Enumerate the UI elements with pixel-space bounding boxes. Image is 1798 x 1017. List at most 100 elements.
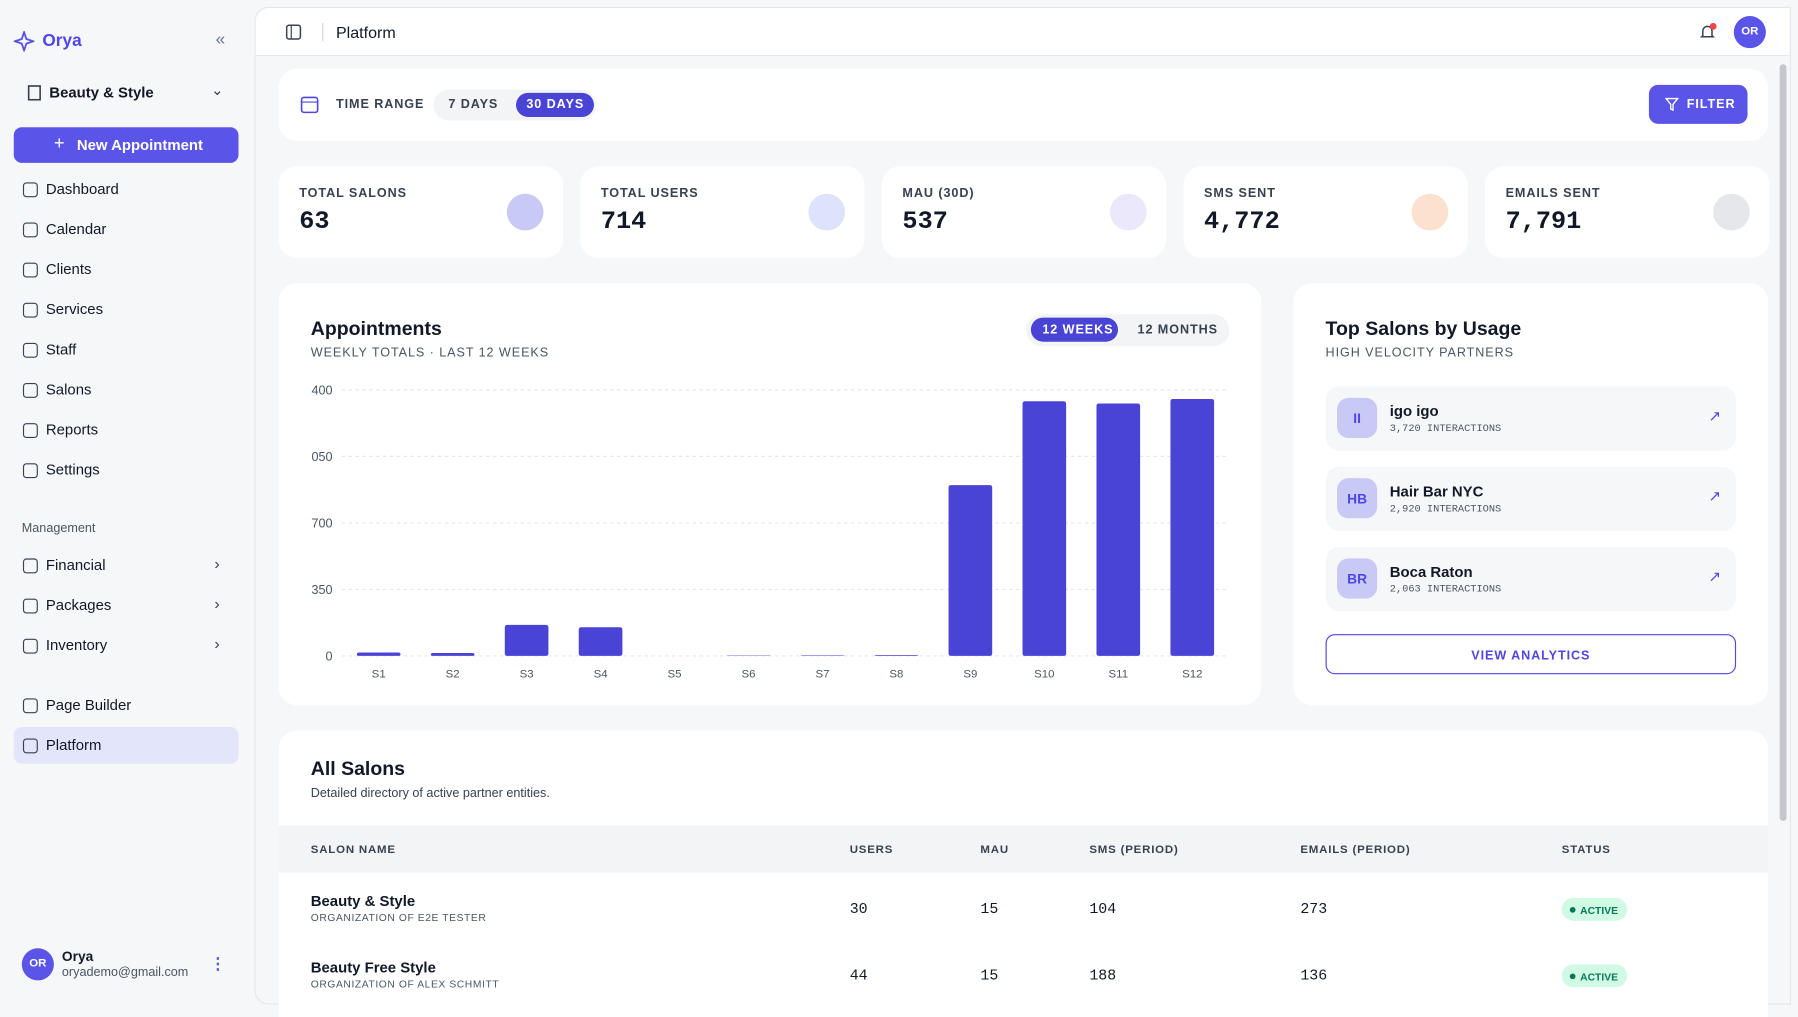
stat-icon bbox=[808, 194, 845, 231]
column-header: EMAILS (PERIOD) bbox=[1300, 844, 1410, 857]
top-avatar[interactable]: OR bbox=[1734, 16, 1766, 48]
salon-org: ORGANIZATION OF ALEX SCHMITT bbox=[311, 978, 499, 989]
new-appointment-button[interactable]: + New Appointment bbox=[14, 127, 239, 163]
column-header: STATUS bbox=[1562, 844, 1611, 857]
top-avatar-initials: OR bbox=[1741, 25, 1758, 38]
section-label: Management bbox=[22, 522, 96, 536]
column-header: SALON NAME bbox=[311, 844, 396, 857]
x-tick-label: S10 bbox=[1034, 669, 1054, 681]
top-salons-card: Top Salons by Usage HIGH VELOCITY PARTNE… bbox=[1293, 283, 1768, 705]
salon-name: Beauty Free Style bbox=[311, 959, 436, 976]
bar bbox=[875, 655, 919, 656]
status-badge: ACTIVE bbox=[1562, 898, 1627, 921]
x-tick-label: S6 bbox=[741, 669, 755, 681]
nav-label: Inventory bbox=[46, 636, 107, 653]
salon-name: Beauty & Style bbox=[311, 892, 415, 909]
filter-button[interactable]: FILTER bbox=[1649, 85, 1748, 124]
x-tick-label: S5 bbox=[668, 669, 682, 681]
nav-icon bbox=[23, 423, 38, 438]
nav-label: Salons bbox=[46, 381, 92, 398]
panel-toggle[interactable] bbox=[286, 24, 302, 40]
collapse[interactable]: « bbox=[216, 30, 226, 49]
x-tick-label: S3 bbox=[520, 669, 534, 681]
stat-value: 4,772 bbox=[1204, 208, 1280, 237]
stat-icon bbox=[507, 194, 544, 231]
nav-item[interactable]: Reports bbox=[14, 412, 239, 449]
salon-initials: II bbox=[1353, 411, 1361, 427]
salon-avatar: BR bbox=[1337, 558, 1377, 598]
salon-detail: 3,720 INTERACTIONS bbox=[1390, 423, 1501, 434]
nav-item[interactable]: Services bbox=[14, 291, 239, 328]
bar bbox=[357, 652, 401, 655]
stat-card: MAU (30D)537 bbox=[882, 166, 1166, 258]
salon-org: ORGANIZATION OF E2E TESTER bbox=[311, 912, 487, 923]
status-dot bbox=[1570, 907, 1576, 913]
range-option[interactable]: 7 DAYS bbox=[448, 97, 498, 111]
nav-item[interactable]: Platform bbox=[14, 727, 239, 764]
salon-detail: 2,063 INTERACTIONS bbox=[1390, 584, 1501, 595]
bar bbox=[1170, 399, 1214, 656]
nav-item[interactable]: Inventory › bbox=[14, 627, 239, 664]
status-label: ACTIVE bbox=[1580, 971, 1618, 982]
salon-avatar: II bbox=[1337, 398, 1377, 438]
bar bbox=[949, 485, 993, 656]
range-option[interactable]: 30 DAYS bbox=[526, 97, 584, 111]
x-tick-label: S2 bbox=[446, 669, 460, 681]
nav-chevron: › bbox=[214, 634, 219, 652]
x-tick-label: S7 bbox=[815, 669, 829, 681]
stat-label: MAU (30D) bbox=[902, 187, 974, 201]
table-header bbox=[279, 826, 1769, 873]
nav-icon bbox=[23, 463, 38, 478]
x-tick-label: S11 bbox=[1109, 669, 1129, 681]
nav-label: Services bbox=[46, 300, 103, 317]
top-title: Top Salons by Usage bbox=[1326, 318, 1522, 341]
nav-item[interactable]: Page Builder bbox=[14, 687, 239, 724]
cell: 104 bbox=[1089, 900, 1116, 917]
nav-item[interactable]: Staff bbox=[14, 331, 239, 368]
nav-item[interactable]: Clients bbox=[14, 251, 239, 288]
scrollbar bbox=[1780, 64, 1787, 821]
nav-item[interactable]: Salons bbox=[14, 372, 239, 409]
column-header: MAU bbox=[980, 844, 1009, 857]
nav-icon bbox=[23, 343, 38, 358]
nav-item[interactable]: Calendar bbox=[14, 211, 239, 248]
nav-label: Calendar bbox=[46, 220, 107, 237]
x-tick-label: S4 bbox=[594, 669, 609, 681]
nav-item[interactable]: Financial› bbox=[14, 547, 239, 584]
x-tick-label: S12 bbox=[1182, 669, 1202, 681]
filter-label: FILTER bbox=[1687, 97, 1736, 111]
salon-name: Hair Bar NYC bbox=[1390, 483, 1484, 500]
nav-item[interactable]: Packages › bbox=[14, 587, 239, 624]
nav-label: Packages bbox=[46, 596, 111, 613]
bar bbox=[801, 655, 845, 656]
salon-avatar: HB bbox=[1337, 478, 1377, 518]
nav-chevron: › bbox=[214, 594, 219, 612]
appointments-card: Appointments WEEKLY TOTALS · LAST 12 WEE… bbox=[279, 283, 1262, 705]
button-label: VIEW ANALYTICS bbox=[1471, 649, 1590, 663]
time-range-bar: TIME RANGE 7 DAYS 30 DAYS FILTER bbox=[279, 69, 1769, 141]
user-menu[interactable]: ⋮ bbox=[210, 954, 226, 973]
nav-item[interactable]: Settings bbox=[14, 452, 239, 489]
nav-icon bbox=[23, 383, 38, 398]
nav-item[interactable]: Dashboard bbox=[14, 171, 239, 208]
plus: + bbox=[54, 134, 65, 155]
y-tick-label: 350 bbox=[311, 583, 332, 597]
topbar bbox=[256, 8, 1789, 56]
cell: 15 bbox=[980, 900, 998, 917]
user-email: oryademo@gmail.com bbox=[62, 966, 188, 980]
stat-icon bbox=[1713, 194, 1750, 231]
cell: 44 bbox=[850, 967, 868, 984]
stat-label: EMAILS SENT bbox=[1506, 187, 1601, 201]
status-dot bbox=[1570, 974, 1576, 980]
view-analytics-button[interactable]: VIEW ANALYTICS bbox=[1326, 634, 1737, 674]
chevron: ⌄ bbox=[211, 81, 224, 99]
bar bbox=[1023, 401, 1067, 656]
org-select[interactable]: Beauty & Style ⌄ bbox=[14, 76, 239, 110]
x-tick-label: S9 bbox=[963, 669, 977, 681]
notifications[interactable] bbox=[1698, 23, 1716, 41]
